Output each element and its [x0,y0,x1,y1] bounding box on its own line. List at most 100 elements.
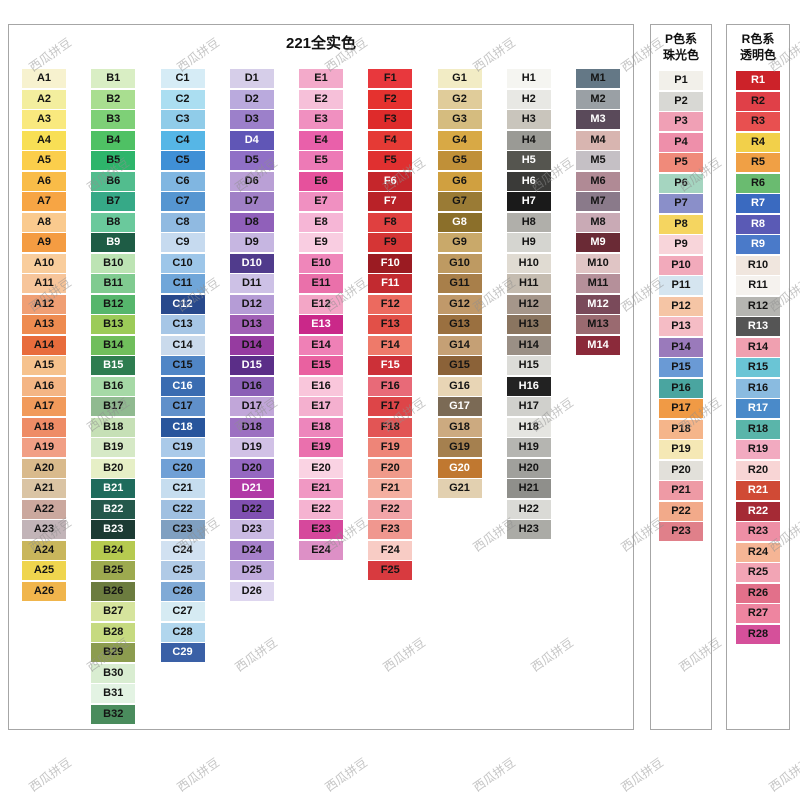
color-swatch-P12: P12 [659,296,703,316]
color-swatch-B20: B20 [91,458,136,478]
color-swatch-E20: E20 [299,458,343,478]
color-swatch-E13: E13 [299,315,343,334]
color-swatch-C29: C29 [160,643,205,662]
color-swatch-R15: R15 [736,358,780,378]
color-swatch-G16: G16 [437,376,482,396]
color-swatch-H9: H9 [506,233,551,252]
color-swatch-G17: G17 [437,397,482,416]
color-swatch-A9: A9 [22,233,66,252]
swatch-column-C: C1 C2 C3 C4 C5 C6 C7 C8 C9 C10 C11 C12 C13 C14 C15 C16 C… [160,69,205,724]
color-swatch-F10: F10 [368,253,413,273]
color-swatch-E22: E22 [299,499,343,519]
color-swatch-F5: F5 [368,151,413,170]
color-swatch-B16: B16 [91,376,136,396]
color-swatch-F24: F24 [368,540,413,560]
color-swatch-P20: P20 [659,460,703,480]
color-swatch-M1: M1 [576,69,620,88]
color-swatch-A22: A22 [22,499,66,519]
color-swatch-R23: R23 [736,522,780,542]
watermark-text: 西瓜拼豆 [322,755,370,795]
color-swatch-D26: D26 [229,581,274,601]
color-swatch-P2: P2 [659,91,703,111]
color-swatch-F12: F12 [368,294,413,314]
color-swatch-D11: D11 [229,274,274,293]
color-swatch-G1: G1 [437,69,482,88]
solid-color-panel: 221全实色 A1 A2 A3 A4 A5 A6 A7 A8 A9 A10 A11 A12 A13 A14… [8,24,634,730]
color-swatch-H23: H23 [506,520,551,539]
color-swatch-G19: G19 [437,438,482,457]
color-swatch-P10: P10 [659,255,703,275]
swatch-column-B: B1 B2 B3 B4 B5 B6 B7 B8 B9 B10 B11 B12 B13 B14 B15 B16 B… [91,69,136,724]
color-swatch-P23: P23 [659,522,703,542]
color-swatch-M4: M4 [576,130,620,150]
color-swatch-B28: B28 [91,622,136,642]
color-swatch-F18: F18 [368,417,413,437]
color-swatch-M12: M12 [576,294,620,314]
color-swatch-H12: H12 [506,294,551,314]
color-swatch-G3: G3 [437,110,482,129]
color-swatch-A14: A14 [22,335,66,355]
color-swatch-R8: R8 [736,214,780,234]
color-swatch-B25: B25 [91,561,136,580]
color-swatch-B8: B8 [91,212,136,232]
transparent-title-line1: R色系 [741,32,775,46]
color-swatch-C1: C1 [160,69,205,88]
color-swatch-A4: A4 [22,130,66,150]
color-swatch-B3: B3 [91,110,136,129]
solid-panel-title: 221全实色 [285,35,357,52]
color-swatch-M11: M11 [576,274,620,293]
color-swatch-B22: B22 [91,499,136,519]
color-swatch-C12: C12 [160,294,205,314]
color-swatch-P21: P21 [659,481,703,501]
transparent-panel-title: R色系 透明色 [727,31,789,63]
color-swatch-F4: F4 [368,130,413,150]
color-swatch-A20: A20 [22,458,66,478]
color-swatch-M6: M6 [576,171,620,191]
color-swatch-E3: E3 [299,110,343,129]
color-swatch-C22: C22 [160,499,205,519]
color-swatch-P9: P9 [659,235,703,255]
color-swatch-R10: R10 [736,255,780,275]
color-swatch-F6: F6 [368,171,413,191]
color-swatch-E17: E17 [299,397,343,416]
color-swatch-A10: A10 [22,253,66,273]
color-swatch-F16: F16 [368,376,413,396]
color-swatch-D8: D8 [229,212,274,232]
color-swatch-D25: D25 [229,561,274,580]
color-swatch-G18: G18 [437,417,482,437]
color-swatch-F9: F9 [368,233,413,252]
color-swatch-A15: A15 [22,356,66,375]
color-swatch-D17: D17 [229,397,274,416]
color-swatch-D23: D23 [229,520,274,539]
color-swatch-D1: D1 [229,69,274,88]
color-swatch-G2: G2 [437,89,482,109]
color-swatch-P6: P6 [659,173,703,193]
color-swatch-D5: D5 [229,151,274,170]
color-swatch-E15: E15 [299,356,343,375]
color-swatch-C13: C13 [160,315,205,334]
color-swatch-E11: E11 [299,274,343,293]
color-swatch-D14: D14 [229,335,274,355]
color-swatch-D24: D24 [229,540,274,560]
transparent-color-column-mount: R1 R2 R3 R4 R5 R6 R7 R8 R9 R10 R11 R12 R13 R14 R15 R16 R… [727,71,789,644]
color-swatch-E1: E1 [299,69,343,88]
color-swatch-G12: G12 [437,294,482,314]
color-swatch-B11: B11 [91,274,136,293]
color-swatch-G7: G7 [437,192,482,211]
color-swatch-H17: H17 [506,397,551,416]
pearl-panel-title: P色系 珠光色 [651,31,711,63]
color-swatch-R13: R13 [736,317,780,337]
color-swatch-C11: C11 [160,274,205,293]
color-swatch-B19: B19 [91,438,136,457]
color-swatch-R1: R1 [736,71,780,91]
color-swatch-E10: E10 [299,253,343,273]
color-swatch-B17: B17 [91,397,136,416]
color-swatch-H16: H16 [506,376,551,396]
color-swatch-P18: P18 [659,419,703,439]
color-swatch-D6: D6 [229,171,274,191]
color-swatch-F3: F3 [368,110,413,129]
color-swatch-H21: H21 [506,479,551,498]
color-swatch-R17: R17 [736,399,780,419]
color-swatch-C27: C27 [160,602,205,621]
color-swatch-C15: C15 [160,356,205,375]
